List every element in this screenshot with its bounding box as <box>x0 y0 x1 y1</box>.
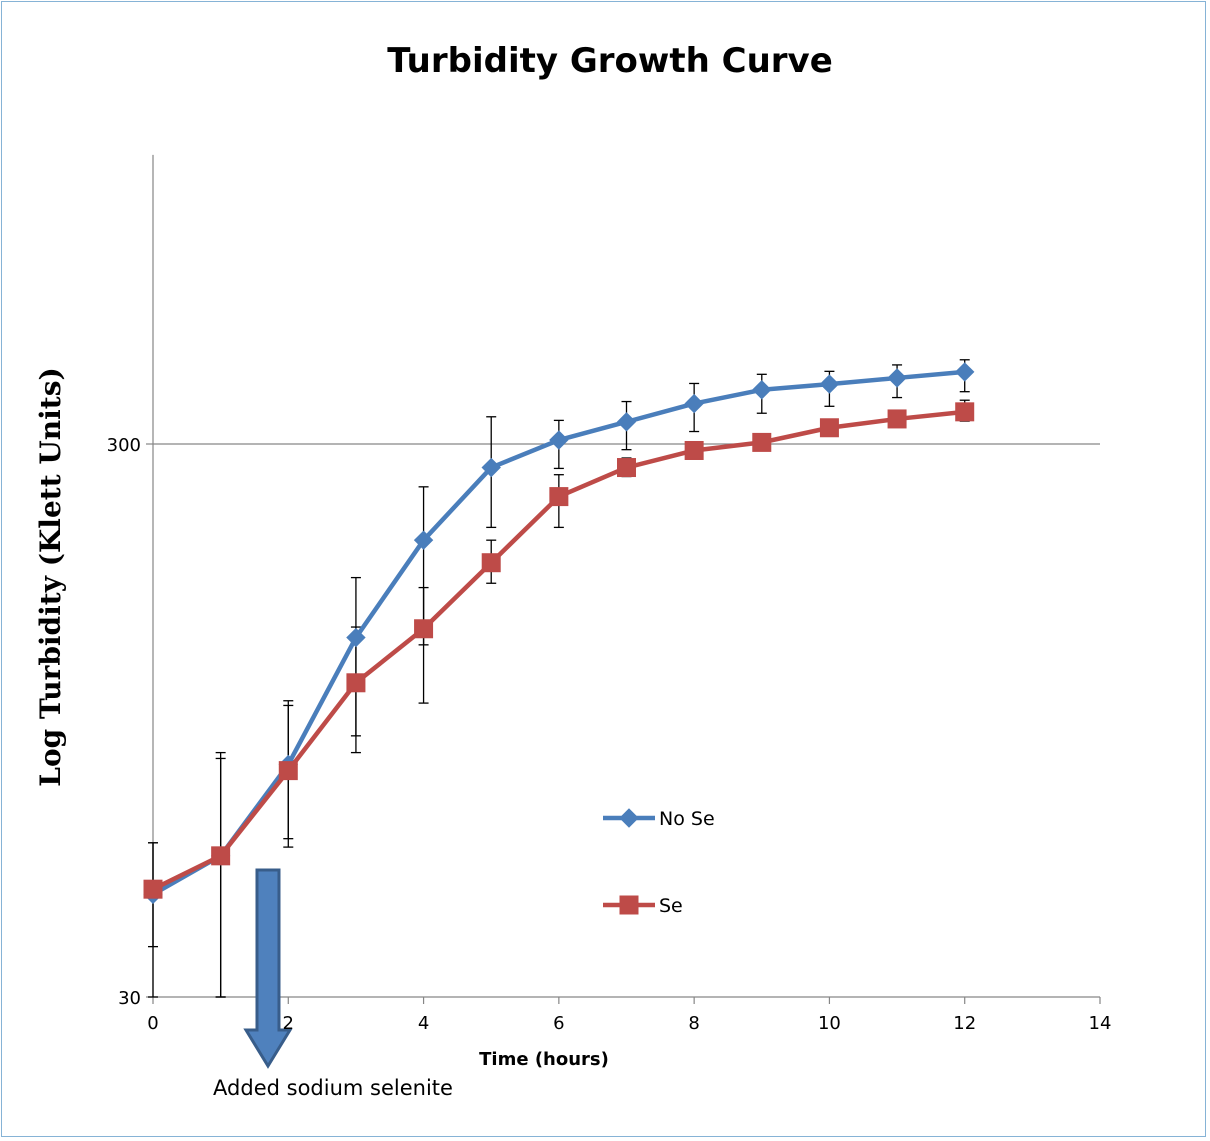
tick-label-layer: 0 2 4 6 8 10 12 14 30 300 <box>107 435 1112 1034</box>
legend-label-se: Se <box>659 895 683 917</box>
data-point-no-se <box>955 362 975 382</box>
data-point-se <box>684 440 704 460</box>
axis-layer <box>146 154 1101 1004</box>
data-point-se <box>752 432 772 452</box>
data-point-se <box>346 673 366 693</box>
data-point-no-se <box>684 393 704 414</box>
data-point-se <box>617 458 636 478</box>
x-tick-label: 6 <box>553 1013 564 1034</box>
data-point-no-se <box>752 380 772 400</box>
data-point-no-se <box>481 457 501 478</box>
data-point-no-se <box>413 530 434 550</box>
legend-label-no-se: No Se <box>659 808 715 830</box>
x-tick-label: 2 <box>283 1013 294 1034</box>
legend-marker-se <box>619 895 639 915</box>
data-point-se <box>887 409 907 429</box>
data-point-no-se <box>887 368 907 388</box>
x-tick-label: 14 <box>1089 1013 1112 1034</box>
y-axis-label: Log Turbidity (Klett Units) <box>34 367 67 786</box>
data-point-se <box>955 402 975 422</box>
series-layer <box>143 362 975 905</box>
annotation-layer: Added sodium selenite <box>213 868 453 1100</box>
data-point-se <box>414 619 434 639</box>
annotation-label: Added sodium selenite <box>213 1076 453 1100</box>
data-point-no-se <box>346 627 366 648</box>
legend: No Se Se <box>603 808 715 917</box>
data-point-se <box>549 487 569 507</box>
data-point-se <box>143 879 163 899</box>
data-point-no-se <box>616 412 637 432</box>
error-bar <box>215 757 226 998</box>
legend-marker-no-se <box>619 808 639 828</box>
x-tick-label: 8 <box>688 1013 699 1034</box>
x-tick-label: 10 <box>818 1013 841 1034</box>
error-bar <box>418 586 429 704</box>
legend-item-no-se: No Se <box>603 808 715 830</box>
down-arrow-icon <box>243 868 293 1069</box>
data-point-se <box>211 846 231 866</box>
data-point-no-se <box>549 430 569 450</box>
x-tick-label: 12 <box>953 1013 976 1034</box>
y-tick-label: 30 <box>118 988 141 1009</box>
data-point-se <box>481 553 501 573</box>
x-tick-label: 4 <box>418 1013 429 1034</box>
legend-item-se: Se <box>603 895 683 917</box>
data-point-no-se <box>819 374 840 394</box>
x-tick-label: 0 <box>147 1013 158 1034</box>
data-point-se <box>278 761 298 781</box>
x-axis-label: Time (hours) <box>479 1049 609 1070</box>
y-tick-label: 300 <box>107 435 141 456</box>
error-bar <box>148 842 158 998</box>
data-point-se <box>819 418 839 438</box>
chart-title: Turbidity Growth Curve <box>387 41 833 81</box>
